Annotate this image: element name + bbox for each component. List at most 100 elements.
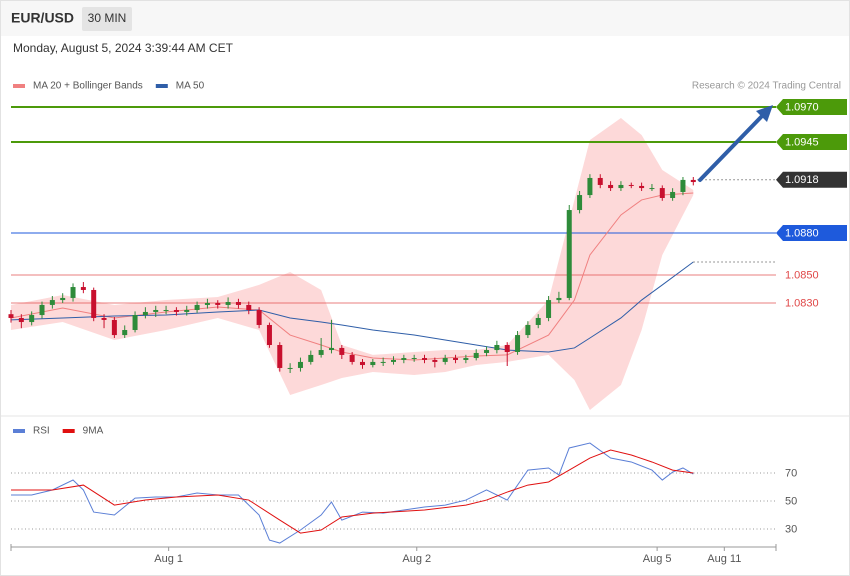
candle-body	[8, 314, 14, 318]
candle-body	[18, 317, 24, 323]
level-label: 1.0830	[785, 297, 819, 309]
x-tick-label: Aug 11	[707, 553, 741, 565]
candle-body	[49, 300, 55, 305]
candle-body	[556, 297, 562, 301]
candle-body	[132, 315, 138, 331]
candle-body	[111, 319, 117, 336]
rsi-panel: RSI 9MA 70 50 30 Aug 1 Aug 2 Aug 5 Aug 11	[10, 426, 797, 565]
candle-body	[204, 302, 210, 305]
candle-body	[473, 352, 479, 359]
candle-body	[587, 177, 593, 196]
candle-body	[153, 309, 159, 312]
forecast-arrow	[698, 112, 766, 182]
level-tag	[776, 98, 847, 115]
legend-label: 9MA	[83, 426, 104, 437]
candle-body	[359, 361, 365, 366]
level-tag	[776, 171, 847, 188]
candle-body	[411, 358, 417, 360]
legend-label: MA 20 + Bollinger Bands	[33, 81, 143, 92]
candle-body	[184, 309, 190, 312]
legend-swatch	[155, 84, 168, 88]
candle-body	[442, 358, 448, 362]
candle-body	[328, 347, 334, 351]
candle-body	[597, 177, 603, 185]
level-label: 1.0970	[785, 101, 819, 113]
candle-body	[194, 304, 200, 310]
candle-body	[256, 309, 262, 325]
symbol: EUR/USD	[11, 10, 74, 26]
candle-body	[639, 185, 645, 189]
candle-body	[29, 315, 35, 323]
candle-body	[690, 179, 696, 183]
candle-body	[628, 184, 634, 186]
y-tick-label: 30	[785, 523, 797, 535]
candle-body	[297, 361, 303, 368]
legend-label: RSI	[33, 426, 50, 437]
candle-body	[463, 358, 469, 360]
candle-body	[577, 195, 583, 211]
x-tick-label: Aug 5	[643, 553, 672, 565]
candle-body	[122, 330, 128, 336]
candle-body	[246, 304, 252, 310]
candle-body	[215, 302, 221, 305]
candle-body	[318, 350, 324, 355]
level-tag	[776, 133, 847, 150]
candle-body	[142, 311, 148, 316]
x-tick-label: Aug 2	[402, 553, 431, 565]
header-bar	[1, 1, 849, 36]
candle-body	[266, 324, 272, 345]
candle-body	[670, 191, 676, 198]
candle-body	[91, 289, 97, 318]
timeframe[interactable]: 30 MIN	[88, 11, 127, 25]
candle-body	[225, 302, 231, 305]
candle-body	[70, 287, 76, 298]
legend-swatch	[62, 429, 75, 433]
candle-body	[659, 188, 665, 198]
candle-body	[566, 210, 572, 298]
level-label: 1.0918	[785, 174, 819, 186]
timeframe-button[interactable]	[82, 7, 132, 31]
y-tick-label: 70	[785, 467, 797, 479]
candle-body	[618, 184, 624, 189]
candle-body	[391, 359, 396, 362]
bollinger-band	[11, 118, 694, 410]
candle-body	[515, 335, 521, 352]
candle-body	[339, 347, 345, 355]
level-label: 1.0850	[785, 269, 819, 281]
legend-label: MA 50	[176, 81, 205, 92]
candle-body	[504, 344, 510, 352]
candle-body	[380, 361, 386, 363]
indicator-line	[10, 261, 694, 353]
level-tag	[776, 224, 847, 241]
candle-body	[349, 354, 355, 362]
candle-body	[546, 300, 552, 318]
candle-body	[422, 358, 428, 360]
candle-body	[308, 354, 314, 362]
candle-body	[80, 287, 86, 290]
legend-swatch	[13, 429, 25, 433]
candle-body	[680, 179, 686, 192]
y-tick-label: 50	[785, 495, 797, 507]
level-label: 1.0880	[785, 227, 819, 239]
price-panel: MA 20 + Bollinger Bands MA 50 1.0970 1.0945…	[8, 81, 847, 410]
candle-body	[535, 317, 541, 325]
candle-body	[608, 184, 614, 189]
credit: Research © 2024 Trading Central	[692, 81, 841, 92]
candle-body	[60, 297, 66, 301]
candle-body	[39, 304, 45, 316]
candle-body	[370, 361, 376, 366]
rsi-line	[11, 449, 694, 534]
candle-body	[484, 350, 490, 353]
candle-body	[453, 358, 459, 360]
level-label: 1.0945	[785, 136, 819, 148]
candle-body	[649, 188, 655, 190]
candle-body	[173, 309, 179, 312]
candle-body	[432, 359, 438, 362]
candle-body	[101, 317, 107, 320]
forecast-arrowhead	[756, 105, 773, 122]
candle-body	[287, 367, 293, 369]
legend-swatch	[13, 84, 25, 88]
candle-body	[494, 344, 500, 351]
